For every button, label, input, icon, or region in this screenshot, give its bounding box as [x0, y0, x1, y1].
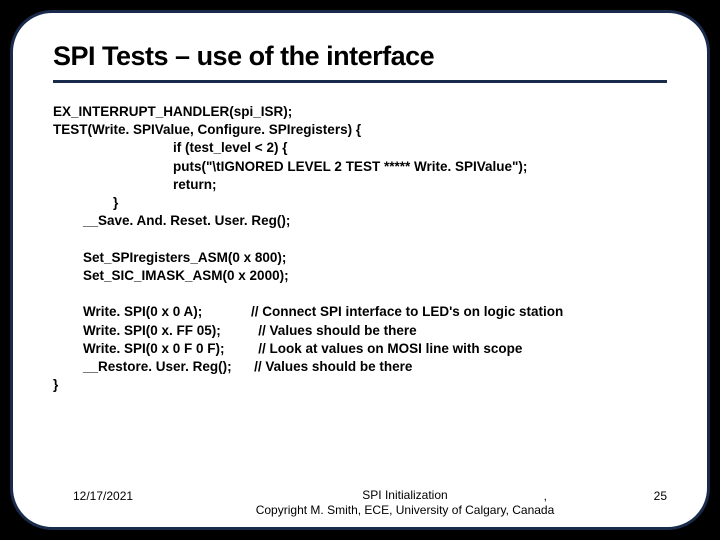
footer: 12/17/2021 SPI Initialization Copyright …: [13, 488, 707, 517]
footer-date: 12/17/2021: [73, 489, 203, 517]
footer-line2: Copyright M. Smith, ECE, University of C…: [203, 503, 607, 517]
code-block: EX_INTERRUPT_HANDLER(spi_ISR); TEST(Writ…: [53, 103, 667, 395]
stray-comma: ,: [544, 489, 547, 503]
slide-title: SPI Tests – use of the interface: [53, 41, 667, 83]
slide-frame: SPI Tests – use of the interface EX_INTE…: [10, 10, 710, 530]
footer-page: 25: [607, 489, 667, 517]
